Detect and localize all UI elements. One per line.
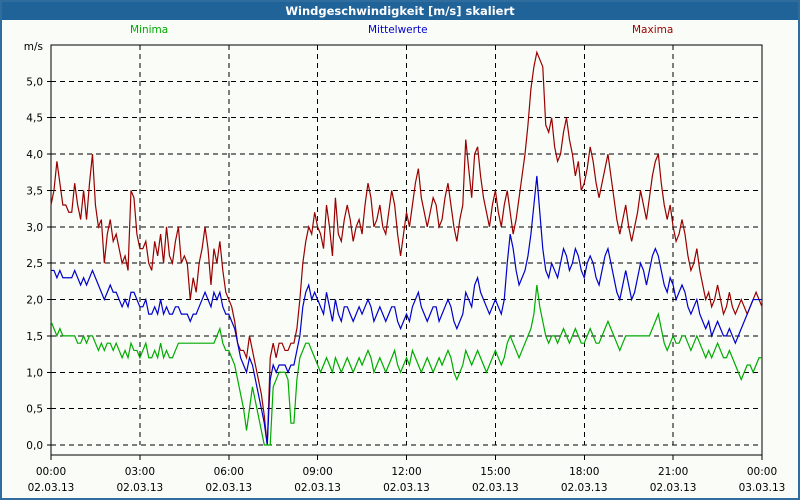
series-line-maxima	[50, 50, 763, 446]
x-axis-tick-time: 00:00	[36, 466, 66, 478]
x-axis-tick-date: 03.03.13	[739, 482, 786, 494]
y-axis-tick-label: 3,5	[26, 185, 43, 197]
y-axis-tick-label: 3,0	[26, 222, 43, 234]
legend-item-mittelwerte: Mittelwerte	[368, 24, 428, 36]
x-axis-tick-time: 00:00	[747, 466, 777, 478]
series-line-mittelwerte	[51, 175, 762, 446]
y-axis-tick-label: 2,0	[26, 295, 43, 307]
x-axis-tick-time: 21:00	[658, 466, 688, 478]
window-title-bar: Windgeschwindigkeit [m/s] skaliert	[2, 2, 798, 20]
page-title: Windgeschwindigkeit [m/s] skaliert	[285, 4, 515, 18]
y-axis-tick-label: 4,5	[26, 113, 43, 125]
y-axis-labels: 0,0 0,5 1,0 1,5 2,0 2,5 3,0 3,5 4,0 4,5 5,0 m/s	[24, 41, 43, 452]
y-axis-tick-label: 0,5	[26, 404, 43, 416]
x-axis-tick-time: 06:00	[214, 466, 244, 478]
legend-label-minima: Minima	[130, 24, 169, 36]
axis-ticks	[47, 80, 763, 460]
x-axis-tick-time: 09:00	[302, 466, 332, 478]
y-axis-tick-label: 0,0	[26, 440, 43, 452]
legend-item-maxima: Maxima	[632, 24, 673, 36]
y-axis-unit-label: m/s	[24, 41, 43, 53]
x-axis-tick-date: 02.03.13	[561, 482, 608, 494]
y-axis-tick-label: 4,0	[26, 149, 43, 161]
legend-label-maxima: Maxima	[632, 24, 674, 36]
x-axis-tick-date: 02.03.13	[650, 482, 697, 494]
x-axis-tick-time: 15:00	[480, 466, 510, 478]
x-axis-tick-date: 02.03.13	[472, 482, 519, 494]
x-axis-tick-date: 02.03.13	[383, 482, 430, 494]
x-axis-tick-time: 12:00	[391, 466, 421, 478]
data-series	[50, 50, 763, 446]
x-axis-tick-time: 18:00	[569, 466, 599, 478]
y-axis-tick-label: 5,0	[26, 76, 43, 88]
x-axis-labels: 00:00 02.03.13 03:00 02.03.13 06:00 02.03.13 0…	[28, 466, 786, 494]
legend-item-minima: Minima	[130, 24, 168, 36]
y-axis-tick-label: 1,5	[26, 331, 43, 343]
y-axis-tick-label: 2,5	[26, 258, 43, 270]
series-line-minima	[50, 284, 762, 446]
x-axis-tick-date: 02.03.13	[205, 482, 252, 494]
x-axis-tick-date: 02.03.13	[116, 482, 163, 494]
x-axis-tick-date: 02.03.13	[28, 482, 75, 494]
legend-label-mittelwerte: Mittelwerte	[368, 24, 428, 36]
x-axis-tick-time: 03:00	[125, 466, 155, 478]
x-axis-tick-date: 02.03.13	[294, 482, 341, 494]
grid-lines	[51, 45, 762, 446]
y-axis-tick-label: 1,0	[26, 367, 43, 379]
